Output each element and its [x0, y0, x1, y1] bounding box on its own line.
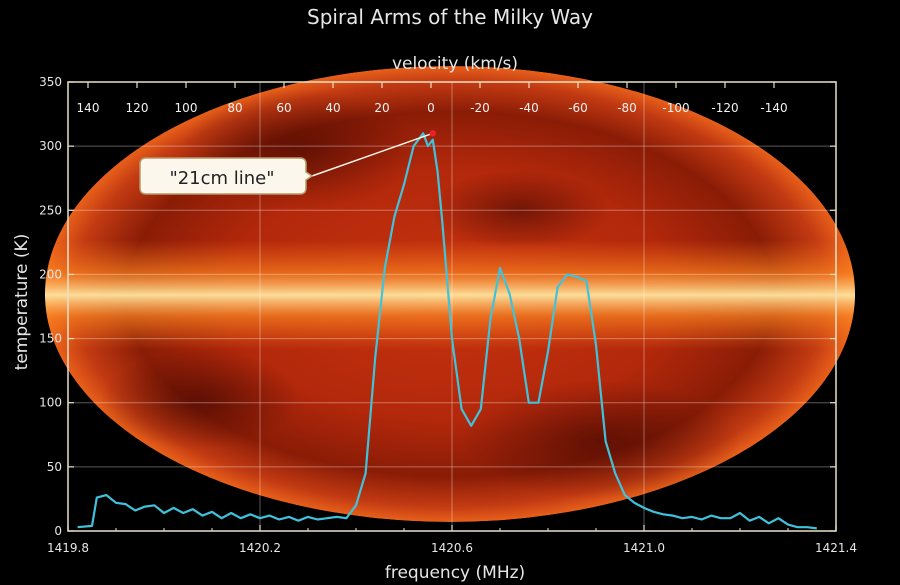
- series-line-temperature: [77, 132, 817, 530]
- y-tick-label: 250: [39, 203, 62, 217]
- x-tick-label: 1421.0: [623, 541, 665, 555]
- x-tick-label: 1420.6: [431, 541, 473, 555]
- x-axis-ticks: 1419.8 1420.2 1420.6 1421.0 1421.4: [47, 525, 857, 555]
- callout-leader-line: [311, 132, 434, 177]
- velocity-tick-label: -60: [568, 101, 588, 115]
- velocity-tick-label: 100: [175, 101, 198, 115]
- callout-21cm-line: "21cm line": [139, 157, 314, 195]
- grid-lines: [68, 82, 836, 531]
- y-tick-label: 300: [39, 139, 62, 153]
- callout-text: "21cm line": [169, 168, 274, 189]
- velocity-tick-label: 0: [427, 101, 435, 115]
- velocity-tick-label: 20: [374, 101, 389, 115]
- x-tick-label: 1419.8: [47, 541, 89, 555]
- y-tick-label: 150: [39, 332, 62, 346]
- y-tick-label: 50: [47, 460, 62, 474]
- velocity-tick-label: -120: [711, 101, 738, 115]
- velocity-tick-label: 40: [325, 101, 340, 115]
- y-tick-label: 100: [39, 396, 62, 410]
- peak-marker: [429, 130, 436, 137]
- velocity-tick-label: -100: [662, 101, 689, 115]
- milky-way-sky-map: [45, 66, 855, 522]
- velocity-tick-label: 80: [227, 101, 242, 115]
- velocity-tick-label: 140: [77, 101, 100, 115]
- velocity-tick-label: -140: [760, 101, 787, 115]
- velocity-tick-label: -80: [617, 101, 637, 115]
- y-tick-label: 0: [54, 524, 62, 538]
- velocity-tick-label: 120: [126, 101, 149, 115]
- chart-title: Spiral Arms of the Milky Way: [307, 5, 593, 29]
- velocity-axis-ticks: 140 120 100 80 60 40 20 0 -20 -40 -60 -80 -100 -120 -1…: [77, 82, 788, 115]
- y-axis-label: temperature (K): [12, 234, 32, 371]
- x-axis-label: frequency (MHz): [385, 563, 525, 583]
- velocity-axis-label: velocity (km/s): [392, 54, 518, 74]
- x-tick-label: 1420.2: [239, 541, 281, 555]
- y-tick-label: 200: [39, 267, 62, 281]
- callout-box: [139, 157, 314, 195]
- x-tick-label: 1421.4: [815, 541, 857, 555]
- velocity-tick-label: -20: [470, 101, 490, 115]
- velocity-tick-label: -40: [519, 101, 539, 115]
- velocity-tick-label: 60: [276, 101, 291, 115]
- y-tick-label: 350: [39, 75, 62, 89]
